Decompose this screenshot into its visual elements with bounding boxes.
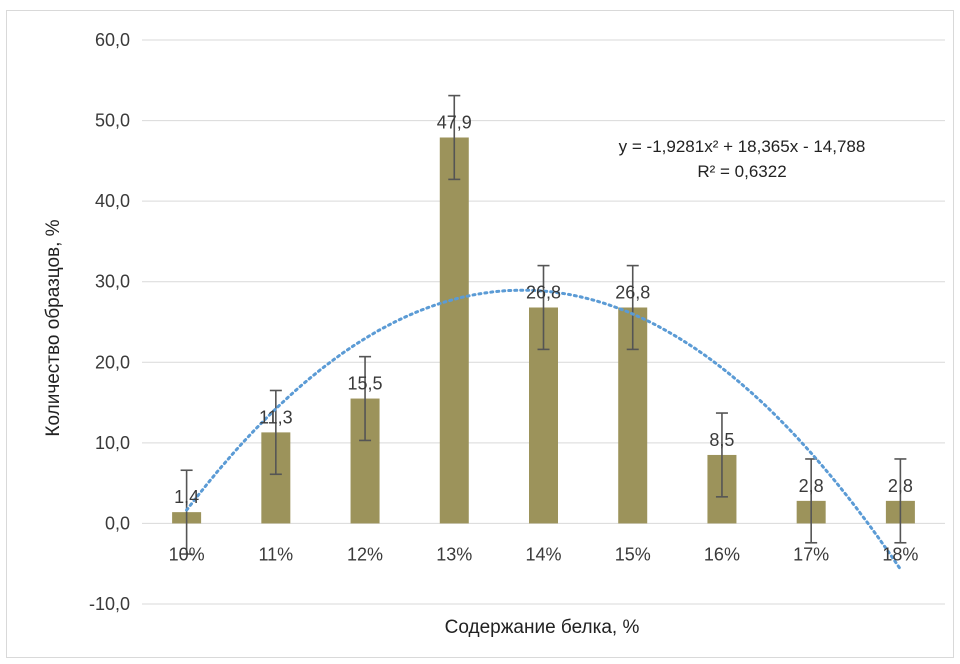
x-tick-label: 11% — [258, 544, 293, 564]
x-tick-label: 15% — [615, 544, 651, 564]
x-tick-label: 16% — [704, 544, 740, 564]
x-tick-label: 17% — [793, 544, 829, 564]
x-axis-ticks: 10% 11% 12% 13% 14% 15% 16% 17% 18% — [169, 544, 919, 564]
y-tick-label: -10,0 — [89, 594, 130, 614]
data-label: 2,8 — [799, 476, 824, 496]
bar — [440, 137, 469, 523]
data-label: 8,5 — [709, 430, 734, 450]
x-axis-title: Содержание белка, % — [445, 617, 640, 638]
x-tick-label: 10% — [169, 544, 205, 564]
y-tick-label: 0,0 — [105, 513, 130, 533]
data-label: 1,4 — [174, 487, 199, 507]
y-axis-ticks: -10,0 0,0 10,0 20,0 30,0 40,0 50,0 60,0 — [89, 30, 130, 614]
trendline-equation: y = -1,9281x² + 18,365x - 14,788 — [619, 137, 866, 156]
y-tick-label: 50,0 — [95, 111, 130, 131]
trendline-r-squared: R² = 0,6322 — [697, 162, 786, 181]
data-label: 2,8 — [888, 476, 913, 496]
data-label: 15,5 — [348, 374, 383, 394]
data-label: 47,9 — [437, 112, 472, 132]
y-tick-label: 60,0 — [95, 30, 130, 50]
y-axis-title: Количество образцов, % — [43, 219, 64, 436]
data-label: 11,3 — [259, 407, 293, 427]
data-label: 26,8 — [526, 282, 561, 302]
data-label: 26,8 — [615, 282, 650, 302]
y-tick-label: 40,0 — [95, 191, 130, 211]
x-tick-label: 14% — [525, 544, 561, 564]
x-tick-label: 12% — [347, 544, 383, 564]
x-tick-label: 13% — [436, 544, 472, 564]
y-tick-label: 20,0 — [95, 352, 130, 372]
x-tick-label: 18% — [882, 544, 918, 564]
y-tick-label: 10,0 — [95, 433, 130, 453]
y-tick-label: 30,0 — [95, 272, 130, 292]
chart-area: 1,4 11,3 15,5 47,9 26,8 26,8 8,5 2,8 2,8 -10,0 0,… — [6, 10, 954, 658]
bar-chart: 1,4 11,3 15,5 47,9 26,8 26,8 8,5 2,8 2,8 -10,0 0,… — [7, 11, 955, 659]
